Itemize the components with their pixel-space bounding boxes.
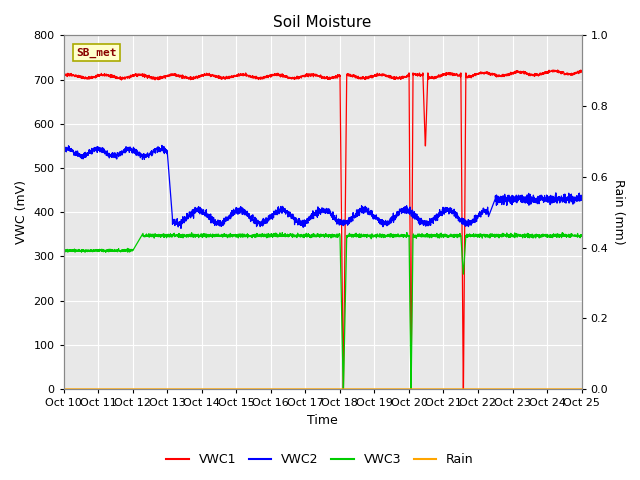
Text: SB_met: SB_met — [77, 48, 117, 58]
Title: Soil Moisture: Soil Moisture — [273, 15, 372, 30]
Y-axis label: VWC (mV): VWC (mV) — [15, 180, 28, 244]
X-axis label: Time: Time — [307, 414, 338, 427]
Y-axis label: Rain (mm): Rain (mm) — [612, 180, 625, 245]
Legend: VWC1, VWC2, VWC3, Rain: VWC1, VWC2, VWC3, Rain — [161, 448, 479, 471]
